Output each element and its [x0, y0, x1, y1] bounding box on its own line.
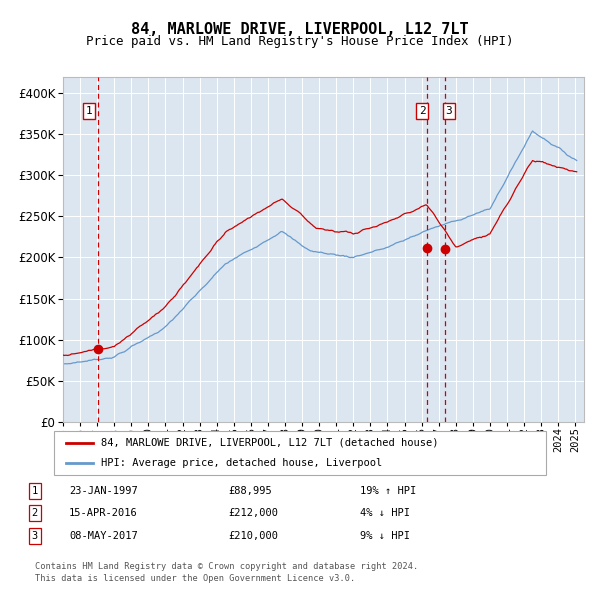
Text: 15-APR-2016: 15-APR-2016: [69, 509, 138, 518]
Text: 4% ↓ HPI: 4% ↓ HPI: [360, 509, 410, 518]
Text: 9% ↓ HPI: 9% ↓ HPI: [360, 531, 410, 540]
Text: Price paid vs. HM Land Registry's House Price Index (HPI): Price paid vs. HM Land Registry's House …: [86, 35, 514, 48]
Text: 84, MARLOWE DRIVE, LIVERPOOL, L12 7LT: 84, MARLOWE DRIVE, LIVERPOOL, L12 7LT: [131, 22, 469, 37]
Text: £212,000: £212,000: [228, 509, 278, 518]
Text: £210,000: £210,000: [228, 531, 278, 540]
Text: HPI: Average price, detached house, Liverpool: HPI: Average price, detached house, Live…: [101, 458, 382, 468]
Text: This data is licensed under the Open Government Licence v3.0.: This data is licensed under the Open Gov…: [35, 574, 355, 583]
Text: 84, MARLOWE DRIVE, LIVERPOOL, L12 7LT (detached house): 84, MARLOWE DRIVE, LIVERPOOL, L12 7LT (d…: [101, 438, 438, 448]
Text: 1: 1: [32, 486, 38, 496]
Text: 19% ↑ HPI: 19% ↑ HPI: [360, 486, 416, 496]
Text: 3: 3: [446, 106, 452, 116]
Text: 23-JAN-1997: 23-JAN-1997: [69, 486, 138, 496]
Text: 08-MAY-2017: 08-MAY-2017: [69, 531, 138, 540]
FancyBboxPatch shape: [54, 431, 546, 475]
Text: £88,995: £88,995: [228, 486, 272, 496]
Text: 3: 3: [32, 531, 38, 540]
Text: 2: 2: [32, 509, 38, 518]
Text: 1: 1: [85, 106, 92, 116]
Text: Contains HM Land Registry data © Crown copyright and database right 2024.: Contains HM Land Registry data © Crown c…: [35, 562, 418, 571]
Text: 2: 2: [419, 106, 425, 116]
